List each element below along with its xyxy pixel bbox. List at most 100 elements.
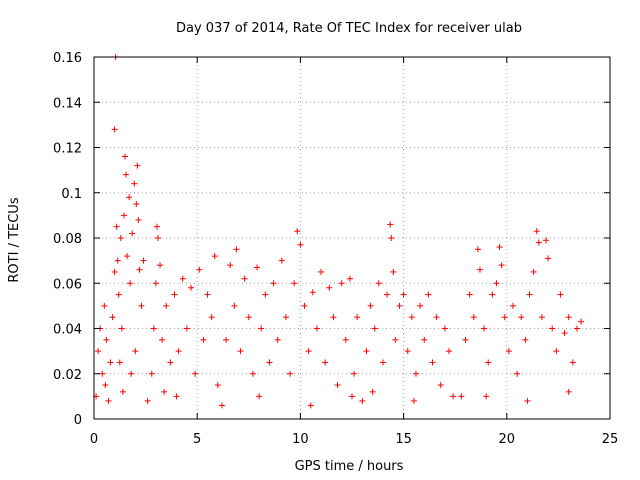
y-tick-label: 0.06 — [53, 277, 82, 292]
data-point — [410, 397, 417, 404]
data-point — [330, 314, 337, 321]
data-point — [144, 397, 151, 404]
data-point — [133, 201, 140, 208]
data-point — [101, 302, 108, 309]
data-point — [99, 370, 106, 377]
y-tick-label: 0.1 — [61, 187, 82, 202]
data-point — [433, 314, 440, 321]
data-point — [214, 382, 221, 389]
data-point — [334, 382, 341, 389]
data-point — [379, 359, 386, 366]
y-tick-label: 0.08 — [53, 232, 82, 247]
data-point — [120, 212, 127, 219]
data-point — [425, 291, 432, 298]
data-point — [297, 241, 304, 248]
data-point — [135, 216, 142, 223]
data-point — [437, 382, 444, 389]
data-point — [543, 237, 550, 244]
data-point — [514, 370, 521, 377]
data-point — [266, 359, 273, 366]
data-point — [111, 126, 118, 133]
data-point — [163, 302, 170, 309]
data-point — [245, 314, 252, 321]
data-point — [565, 314, 572, 321]
data-point — [111, 268, 118, 275]
data-point — [387, 221, 394, 228]
data-point — [231, 302, 238, 309]
data-point — [545, 255, 552, 262]
data-point — [171, 291, 178, 298]
data-point — [154, 235, 161, 241]
x-axis-label: GPS time / hours — [295, 459, 404, 474]
data-point — [208, 314, 215, 321]
x-tick-label: 5 — [193, 432, 201, 447]
data-point — [458, 393, 465, 400]
data-point — [369, 388, 376, 395]
x-tick-labels: 0 5 10 15 20 25 — [90, 432, 618, 447]
data-point — [346, 275, 353, 282]
data-point — [211, 253, 218, 260]
data-point — [150, 325, 157, 332]
y-tick-label: 0.12 — [53, 142, 82, 157]
data-point — [354, 314, 361, 321]
data-point — [326, 284, 333, 291]
data-point — [249, 370, 256, 377]
data-point — [578, 318, 585, 325]
x-tick-label: 15 — [395, 432, 412, 447]
data-point — [501, 314, 508, 321]
data-point — [128, 370, 135, 377]
data-point — [175, 348, 182, 355]
data-point — [270, 280, 277, 287]
data-point — [466, 291, 473, 298]
data-point — [278, 257, 285, 264]
data-point — [114, 257, 121, 264]
data-point — [140, 257, 147, 264]
data-point — [223, 336, 230, 343]
data-point — [549, 325, 556, 332]
data-point — [561, 330, 568, 337]
data-point — [518, 314, 525, 321]
data-point — [115, 291, 122, 298]
data-point — [134, 162, 141, 169]
data-point — [530, 268, 537, 275]
data-point — [157, 262, 164, 269]
data-point — [349, 393, 355, 400]
y-tick-label: 0.04 — [53, 323, 82, 338]
data-point — [274, 336, 281, 343]
data-point — [122, 171, 129, 178]
data-point — [309, 289, 316, 296]
data-point — [117, 235, 124, 241]
data-point — [107, 359, 114, 366]
data-point — [121, 153, 128, 160]
data-point — [118, 325, 125, 332]
data-point — [496, 244, 503, 251]
data-point — [367, 302, 374, 309]
data-point — [262, 291, 269, 298]
data-point — [237, 348, 244, 355]
data-point — [476, 266, 483, 273]
data-point — [483, 393, 490, 400]
data-point — [573, 325, 580, 332]
data-point — [136, 266, 143, 273]
data-point — [396, 302, 403, 309]
data-point — [351, 370, 358, 377]
data-point — [342, 336, 349, 343]
data-point — [301, 302, 308, 309]
data-point — [113, 223, 120, 230]
y-tick-label: 0 — [74, 413, 82, 428]
data-point — [124, 253, 131, 260]
data-point — [109, 314, 116, 321]
data-point — [481, 325, 488, 332]
data-point — [450, 393, 457, 400]
data-point — [408, 314, 415, 321]
data-point — [138, 302, 145, 309]
data-point — [200, 336, 207, 343]
data-point — [474, 246, 481, 253]
data-point — [95, 348, 102, 355]
data-point — [505, 348, 512, 355]
data-points — [93, 54, 585, 409]
x-tick-label: 10 — [292, 432, 309, 447]
data-point — [429, 359, 436, 366]
data-point — [569, 359, 576, 366]
data-point — [148, 370, 155, 377]
